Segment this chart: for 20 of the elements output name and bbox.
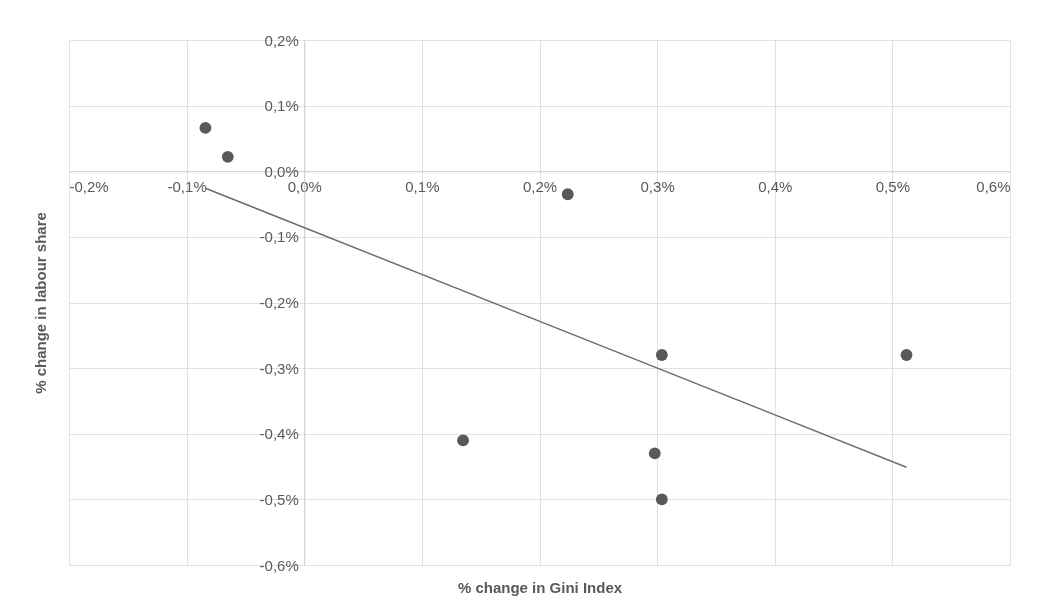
x-tick-label: 0,4%: [758, 177, 793, 195]
y-tick-label: -0,5%: [259, 490, 299, 508]
y-tick-label: -0,1%: [259, 228, 299, 246]
y-tick-label: -0,6%: [259, 556, 299, 574]
x-tick-label: 0,3%: [640, 177, 675, 195]
x-tick-label: 0,0%: [287, 177, 322, 195]
y-tick-label: 0,0%: [264, 162, 299, 180]
y-tick-label: 0,2%: [264, 31, 299, 49]
x-tick-label: 0,2%: [522, 177, 558, 195]
y-tick-label: 0,1%: [264, 97, 299, 115]
y-tick-label: -0,3%: [259, 359, 299, 377]
x-axis-title: % change in Gini Index: [457, 578, 623, 596]
y-tick-label: -0,2%: [259, 294, 299, 311]
x-tick-label: -0,2%: [69, 177, 109, 195]
y-axis-title: % change in labour share: [31, 212, 49, 394]
x-tick-label: 0,1%: [405, 177, 440, 195]
y-tick-label: -0,4%: [259, 425, 299, 443]
x-tick-label: -0,1%: [167, 177, 207, 195]
x-tick-label: 0,5%: [875, 177, 910, 195]
x-tick-label: 0,6%: [976, 177, 1011, 195]
